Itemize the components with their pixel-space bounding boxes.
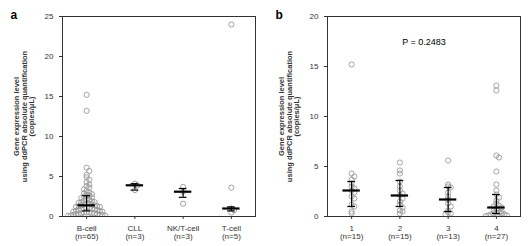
- svg-text:0: 0: [49, 212, 54, 221]
- svg-text:2(n=15): 2(n=15): [388, 224, 412, 241]
- svg-text:15: 15: [45, 92, 54, 101]
- svg-text:CLL(n=3): CLL(n=3): [125, 224, 144, 241]
- svg-text:3(n=13): 3(n=13): [436, 224, 460, 241]
- svg-text:5: 5: [49, 172, 54, 181]
- svg-text:b: b: [276, 8, 283, 22]
- svg-text:20: 20: [45, 52, 54, 61]
- svg-text:10: 10: [310, 112, 319, 121]
- svg-text:B-cell(n=65): B-cell(n=65): [75, 224, 99, 241]
- svg-text:5: 5: [314, 162, 319, 171]
- svg-text:Gene expression levelusing ddP: Gene expression levelusing ddPCR absolut…: [277, 50, 301, 182]
- svg-text:a: a: [11, 8, 18, 22]
- svg-text:0: 0: [314, 212, 319, 221]
- svg-text:4(n=27): 4(n=27): [485, 224, 509, 241]
- svg-text:NK/T-cell(n=3): NK/T-cell(n=3): [167, 224, 200, 241]
- svg-text:T-cell(n=5): T-cell(n=5): [222, 224, 241, 241]
- svg-text:20: 20: [310, 12, 319, 21]
- svg-text:1(n=15): 1(n=15): [340, 224, 364, 241]
- svg-text:P = 0.2483: P = 0.2483: [402, 37, 446, 47]
- svg-text:10: 10: [45, 132, 54, 141]
- svg-text:15: 15: [310, 62, 319, 71]
- svg-text:25: 25: [45, 12, 54, 21]
- svg-text:Gene expression levelusing ddP: Gene expression levelusing ddPCR absolut…: [12, 50, 36, 182]
